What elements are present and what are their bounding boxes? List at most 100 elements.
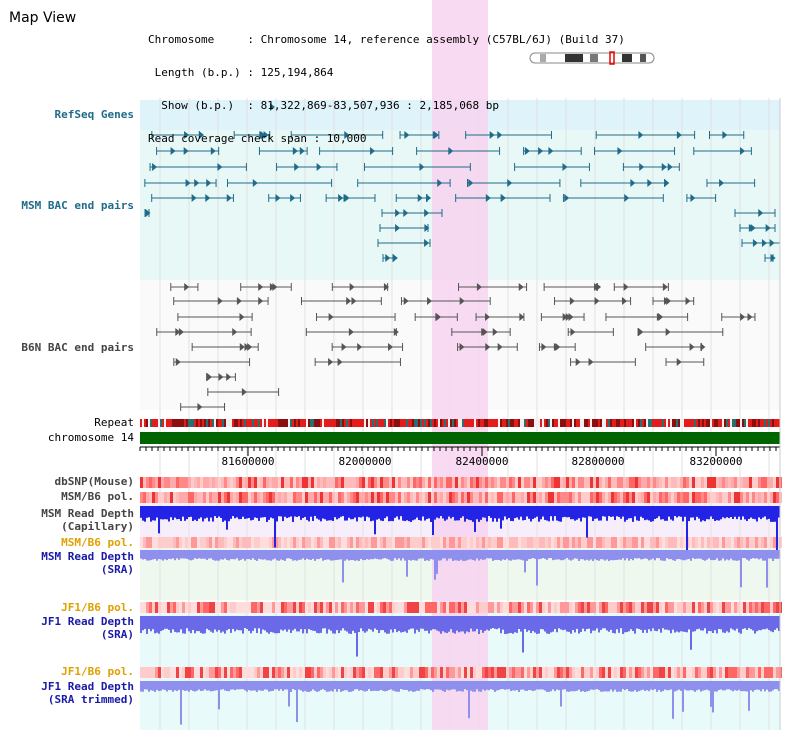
label-jf1-depth-sra[interactable]: JF1 Read Depth (SRA) bbox=[41, 615, 134, 641]
repeat-segment bbox=[482, 419, 484, 427]
depth-bar bbox=[300, 550, 302, 560]
label-jf1-depth-trimmed[interactable]: JF1 Read Depth (SRA trimmed) bbox=[41, 680, 134, 706]
depth-bar bbox=[660, 550, 662, 561]
label-msm-bac-end-pairs[interactable]: MSM BAC end pairs bbox=[21, 199, 134, 212]
depth-bar bbox=[582, 506, 584, 518]
depth-bar bbox=[632, 550, 634, 561]
depth-bar bbox=[210, 550, 212, 559]
depth-bar bbox=[332, 550, 334, 561]
depth-bar bbox=[278, 681, 280, 691]
heat-cell bbox=[299, 477, 302, 488]
heat-cell bbox=[668, 492, 671, 503]
depth-bar bbox=[418, 550, 420, 559]
depth-bar bbox=[232, 616, 234, 629]
depth-bar bbox=[342, 681, 344, 692]
depth-bar bbox=[720, 550, 722, 561]
feature-arrow bbox=[690, 194, 696, 202]
depth-bar bbox=[286, 550, 288, 559]
depth-bar bbox=[734, 616, 736, 631]
heat-cell bbox=[146, 537, 149, 548]
repeat-segment bbox=[428, 419, 430, 427]
depth-bar bbox=[206, 506, 208, 518]
heat-cell bbox=[494, 602, 497, 613]
heat-cell bbox=[440, 667, 443, 678]
heat-cell bbox=[335, 492, 338, 503]
depth-bar bbox=[684, 506, 686, 517]
repeat-segment bbox=[404, 419, 406, 427]
depth-bar bbox=[238, 681, 240, 690]
depth-bar bbox=[766, 506, 768, 520]
repeat-segment bbox=[182, 419, 184, 427]
depth-bar bbox=[452, 681, 454, 690]
label-msm-b6-pol-2[interactable]: MSM/B6 pol. bbox=[61, 536, 134, 549]
depth-bar bbox=[402, 550, 404, 559]
depth-bar bbox=[754, 681, 756, 690]
repeat-segment bbox=[308, 419, 310, 427]
depth-bar bbox=[718, 681, 720, 690]
label-msm-b6-pol-1[interactable]: MSM/B6 pol. bbox=[61, 490, 134, 503]
depth-bar bbox=[726, 550, 728, 560]
heat-cell bbox=[548, 477, 551, 488]
feature-arrow bbox=[638, 131, 644, 139]
depth-bar bbox=[410, 550, 412, 561]
depth-bar bbox=[278, 550, 280, 561]
repeat-segment bbox=[406, 419, 408, 427]
depth-bar bbox=[766, 616, 768, 629]
depth-bar bbox=[206, 681, 208, 691]
repeat-segment bbox=[702, 419, 704, 427]
heat-cell bbox=[383, 477, 386, 488]
heat-cell bbox=[506, 667, 509, 678]
label-jf1-b6-pol-1[interactable]: JF1/B6 pol. bbox=[61, 601, 134, 614]
depth-bar bbox=[668, 506, 670, 517]
label-msm-depth-sra[interactable]: MSM Read Depth (SRA) bbox=[41, 550, 134, 576]
depth-bar bbox=[374, 550, 376, 559]
depth-bar bbox=[776, 506, 778, 552]
depth-bar bbox=[350, 550, 352, 561]
repeat-segment bbox=[656, 419, 658, 427]
heat-cell bbox=[581, 667, 584, 678]
heat-cell bbox=[530, 602, 533, 613]
heat-cell bbox=[365, 477, 368, 488]
depth-bar bbox=[146, 506, 148, 518]
heat-cell bbox=[746, 492, 749, 503]
repeat-segment bbox=[642, 419, 644, 427]
label-msm-depth-capillary[interactable]: MSM Read Depth (Capillary) bbox=[41, 507, 134, 533]
label-jf1-b6-pol-2[interactable]: JF1/B6 pol. bbox=[61, 665, 134, 678]
heat-cell bbox=[278, 667, 281, 678]
depth-bar bbox=[730, 616, 732, 629]
depth-bar bbox=[540, 550, 542, 559]
repeat-segment bbox=[452, 419, 454, 427]
depth-bar bbox=[454, 681, 456, 690]
feature-arrow bbox=[370, 147, 376, 155]
heat-cell bbox=[161, 667, 164, 678]
depth-bar bbox=[380, 616, 382, 631]
depth-bar bbox=[494, 616, 496, 629]
feature-arrow bbox=[346, 297, 352, 305]
label-refseq-genes[interactable]: RefSeq Genes bbox=[54, 108, 134, 121]
repeat-segment bbox=[234, 419, 236, 427]
repeat-segment bbox=[496, 419, 498, 427]
heat-cell bbox=[479, 667, 482, 678]
repeat-segment bbox=[586, 419, 588, 427]
heat-cell bbox=[596, 537, 599, 548]
repeat-segment bbox=[536, 419, 538, 427]
depth-bar bbox=[444, 616, 446, 633]
depth-bar bbox=[304, 681, 306, 691]
heat-cell bbox=[587, 477, 590, 488]
repeat-segment bbox=[636, 419, 638, 427]
repeat-segment bbox=[296, 419, 298, 427]
label-b6n-bac-end-pairs[interactable]: B6N BAC end pairs bbox=[21, 341, 134, 354]
repeat-segment bbox=[216, 419, 218, 427]
heat-cell bbox=[677, 667, 680, 678]
heat-cell bbox=[503, 477, 506, 488]
label-dbsnp[interactable]: dbSNP(Mouse) bbox=[54, 475, 134, 488]
heat-cell bbox=[251, 492, 254, 503]
depth-bar bbox=[624, 550, 626, 561]
heat-cell bbox=[290, 477, 293, 488]
feature-arrow bbox=[191, 194, 197, 202]
depth-bar bbox=[280, 550, 282, 560]
feature-arrow bbox=[630, 179, 636, 187]
heat-cell bbox=[344, 492, 347, 503]
depth-bar bbox=[528, 616, 530, 631]
